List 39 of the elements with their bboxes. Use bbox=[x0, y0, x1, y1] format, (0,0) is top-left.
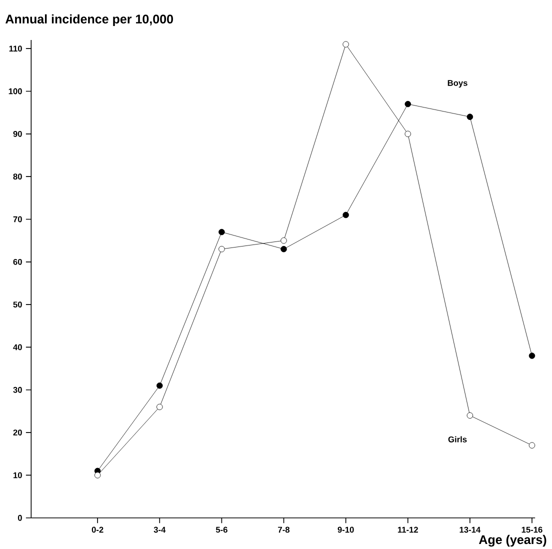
point bbox=[528, 442, 536, 448]
y-tick-label: 20 bbox=[13, 430, 22, 436]
x-tick-label: 11-12 bbox=[398, 526, 418, 533]
point bbox=[466, 114, 474, 120]
point bbox=[466, 412, 474, 419]
x-axis-title: Age (years) bbox=[478, 534, 546, 547]
point bbox=[156, 404, 163, 410]
point bbox=[94, 472, 101, 478]
x-tick-label: 9-10 bbox=[338, 526, 354, 533]
point bbox=[342, 41, 349, 48]
point bbox=[218, 228, 225, 236]
y-tick-label: 50 bbox=[13, 302, 22, 308]
x-tick-label: 7-8 bbox=[278, 526, 290, 533]
y-tick-label: 10 bbox=[14, 472, 22, 478]
text: Girls bbox=[448, 436, 467, 442]
y-tick-label: 70 bbox=[13, 216, 22, 222]
y-tick-label: 60 bbox=[13, 258, 22, 265]
y-tick-label: 100 bbox=[8, 88, 22, 94]
text: Boys bbox=[448, 80, 468, 88]
y-tick-label: 80 bbox=[13, 174, 22, 180]
y-tick-label: 40 bbox=[13, 344, 22, 350]
y-tick-label: 110 bbox=[9, 46, 22, 52]
y-tick-label: 30 bbox=[13, 386, 22, 393]
point bbox=[528, 352, 536, 359]
x-tick-label: 0-2 bbox=[92, 526, 104, 533]
x-tick-label: 15-16 bbox=[522, 526, 542, 533]
point bbox=[280, 246, 287, 252]
x-tick-label: 3-4 bbox=[154, 526, 166, 533]
point bbox=[404, 130, 411, 138]
y-tick-label: 0 bbox=[18, 514, 22, 521]
point bbox=[404, 100, 411, 108]
point bbox=[156, 382, 163, 389]
point bbox=[218, 246, 225, 252]
point bbox=[280, 237, 287, 244]
x-tick-label: 5-6 bbox=[216, 526, 228, 533]
y-axis-title: Annual incidence per 10,000 bbox=[5, 14, 173, 26]
x-tick-label: 13-14 bbox=[460, 526, 481, 533]
y-tick-label: 90 bbox=[13, 130, 22, 137]
point bbox=[342, 212, 349, 218]
